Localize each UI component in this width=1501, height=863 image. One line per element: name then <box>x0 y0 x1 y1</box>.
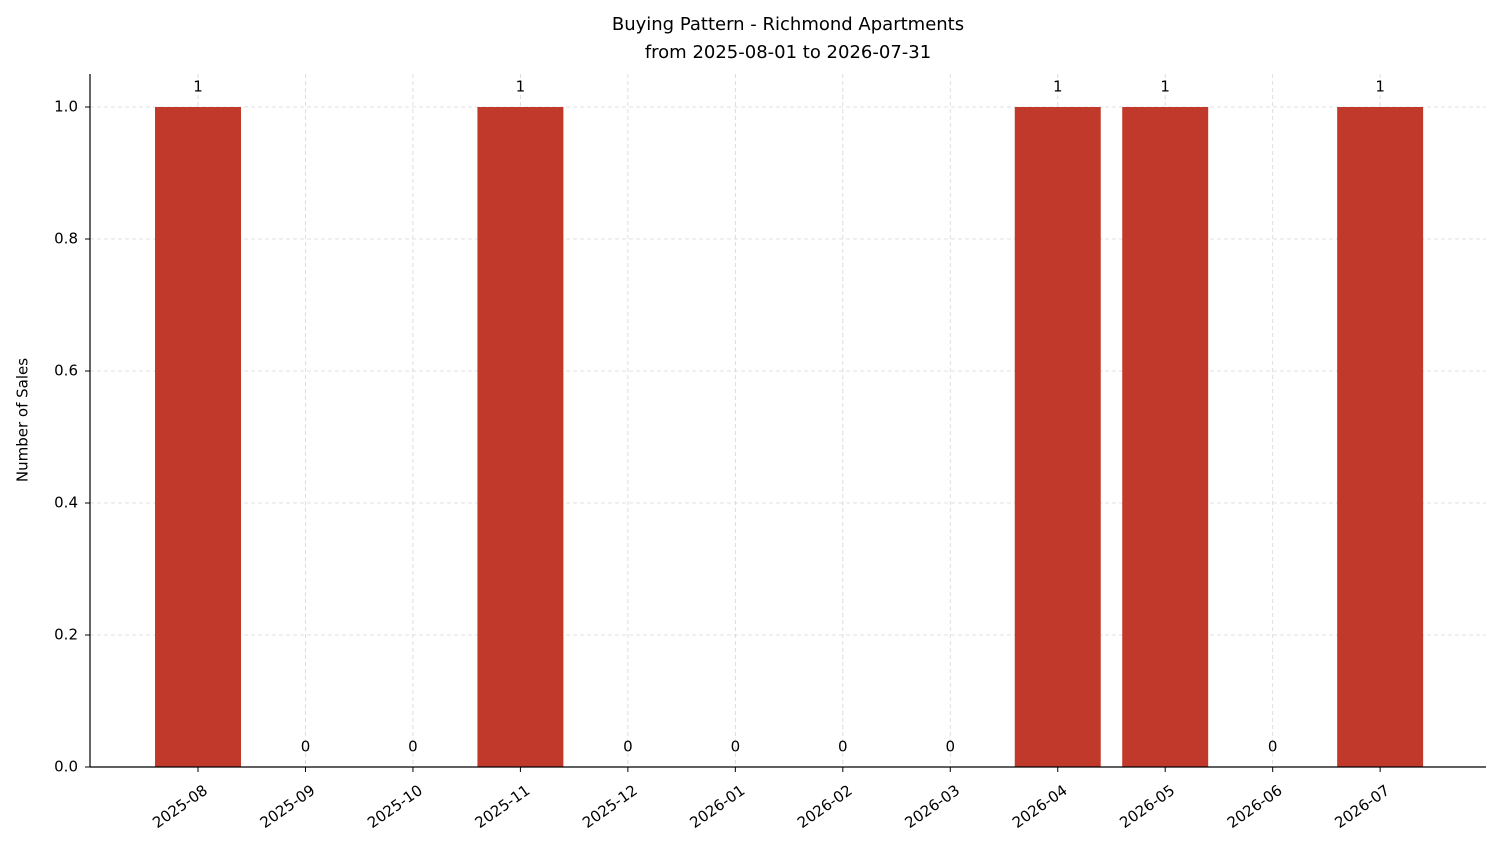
bar <box>1122 107 1209 767</box>
y-axis-label: Number of Sales <box>14 358 32 482</box>
x-tick-label: 2026-02 <box>794 781 856 832</box>
y-tick-label: 0.0 <box>54 758 78 776</box>
x-tick-label: 2025-09 <box>257 781 319 832</box>
data-label: 0 <box>408 738 418 756</box>
y-tick-label: 0.4 <box>54 494 78 512</box>
x-tick-label: 2025-11 <box>472 781 534 832</box>
data-label: 1 <box>1160 78 1170 96</box>
x-tick-label: 2026-07 <box>1331 781 1393 832</box>
y-tick-label: 1.0 <box>54 98 78 116</box>
bar <box>1337 107 1424 767</box>
x-tick-label: 2026-05 <box>1116 781 1178 832</box>
y-tick-label: 0.8 <box>54 230 78 248</box>
bar <box>477 107 564 767</box>
data-label: 0 <box>946 738 956 756</box>
x-tick-label: 2026-01 <box>687 781 749 832</box>
chart-title: Buying Pattern - Richmond Apartments <box>612 14 964 35</box>
x-tick-label: 2026-03 <box>901 781 963 832</box>
data-label: 1 <box>1375 78 1385 96</box>
bar <box>155 107 241 767</box>
bar <box>1014 107 1101 767</box>
data-label: 1 <box>193 78 203 96</box>
data-label: 0 <box>301 738 311 756</box>
data-label: 0 <box>838 738 848 756</box>
data-label: 0 <box>1268 738 1278 756</box>
x-tick-label: 2026-04 <box>1009 781 1071 832</box>
chart-subtitle: from 2025-08-01 to 2026-07-31 <box>645 42 931 63</box>
x-tick-label: 2025-10 <box>364 781 426 832</box>
x-tick-label: 2026-06 <box>1224 781 1286 832</box>
data-label: 1 <box>1053 78 1063 96</box>
data-label: 0 <box>731 738 741 756</box>
x-tick-label: 2025-08 <box>149 781 211 832</box>
x-tick-label: 2025-12 <box>579 781 641 832</box>
y-tick-label: 0.2 <box>54 626 78 644</box>
data-label: 1 <box>516 78 526 96</box>
data-label: 0 <box>623 738 633 756</box>
y-tick-label: 0.6 <box>54 362 78 380</box>
